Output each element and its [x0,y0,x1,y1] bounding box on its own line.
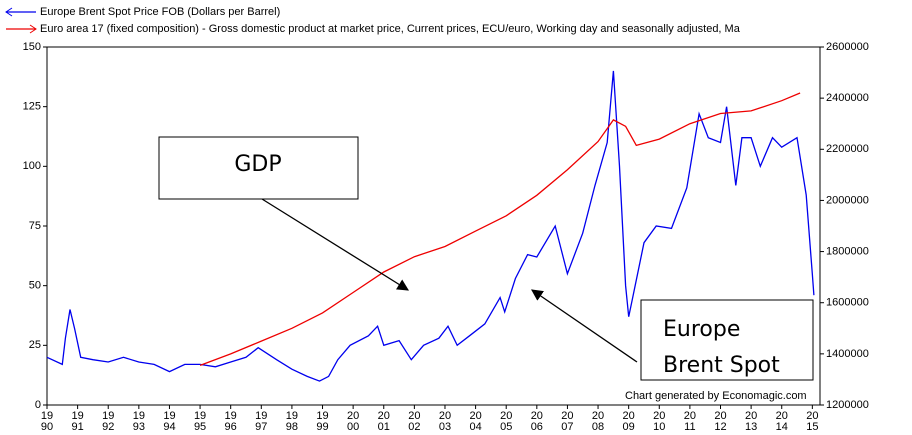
x-tick-label: 20 13 [745,410,757,433]
legend-label: Euro area 17 (fixed composition) - Gross… [40,23,741,35]
x-tick-label: 19 93 [133,410,145,433]
annotation-group: Europe Brent Spot [663,317,780,378]
y-tick-label: 150 [23,41,41,53]
legend-label: Europe Brent Spot Price FOB (Dollars per… [40,6,280,18]
y-tick-label: 0 [35,399,41,411]
annotation: Europe [663,317,740,342]
x-tick-label: 19 96 [225,410,237,433]
y2-tick-label: 1400000 [826,348,869,360]
x-tick-label: 20 09 [623,410,635,433]
x-tick-label: 20 05 [500,410,512,433]
x-tick-label: 20 08 [592,410,604,433]
x-tick-label: 20 07 [561,410,573,433]
x-tick-label: 20 00 [347,410,359,433]
annotation: Brent Spot [663,353,780,378]
x-tick-label: 20 15 [806,410,818,433]
x-tick-label: 19 97 [255,410,267,433]
x-tick-label: 20 11 [684,410,696,433]
x-tick-label: 19 99 [316,410,328,433]
x-tick-label: 19 92 [102,410,114,433]
annotation: GDP [234,152,281,177]
x-tick-label: 19 91 [71,410,83,433]
x-tick-label: 19 95 [194,410,206,433]
y-tick-label: 100 [23,160,41,172]
y2-tick-label: 2200000 [826,143,869,155]
x-tick-label: 19 90 [41,410,53,433]
x-tick-label: 20 01 [378,410,390,433]
x-tick-label: 19 98 [286,410,298,433]
y2-tick-label: 2000000 [826,194,869,206]
y2-tick-label: 2400000 [826,92,869,104]
x-tick-label: 19 94 [163,410,175,433]
x-tick-label: 20 02 [408,410,420,433]
y-tick-label: 125 [23,101,41,113]
legend-arrow [29,24,37,34]
y-tick-label: 50 [29,280,41,292]
series-line [46,70,815,382]
series-line [199,92,801,367]
y2-tick-label: 2600000 [826,41,869,53]
credit: Chart generated by Economagic.com [625,390,807,402]
y2-tick-label: 1800000 [826,245,869,257]
y2-tick-label: 1200000 [826,399,869,411]
y2-tick-label: 1600000 [826,297,869,309]
y-tick-label: 75 [29,220,41,232]
legend-arrow [5,7,13,17]
annotation-box [158,136,359,200]
x-tick-label: 20 04 [469,410,481,433]
y-tick-label: 25 [29,339,41,351]
annotation-box [640,299,814,381]
arrow [531,289,638,363]
x-tick-label: 20 12 [714,410,726,433]
arrow [261,198,409,291]
x-tick-label: 20 06 [531,410,543,433]
x-tick-label: 20 03 [439,410,451,433]
x-tick-label: 20 10 [653,410,665,433]
x-tick-label: 20 14 [776,410,788,433]
